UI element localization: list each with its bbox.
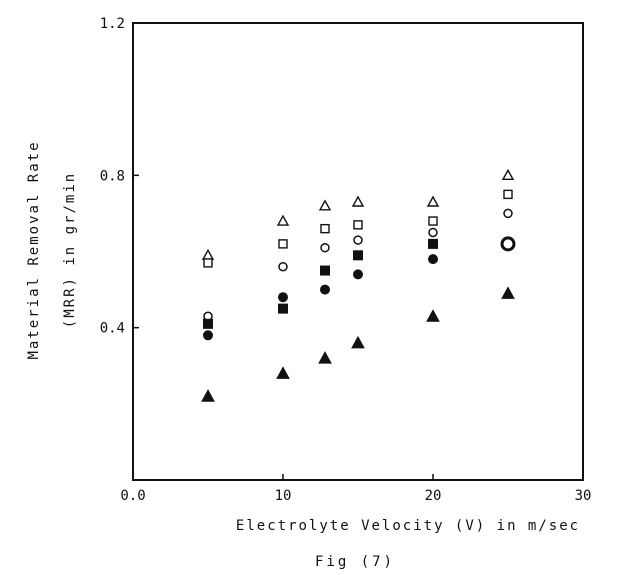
filled-circle-point	[320, 284, 330, 295]
open-triangle-point	[501, 168, 515, 181]
open-triangle-point	[318, 199, 332, 211]
open-square-point	[203, 258, 213, 268]
open-triangle-point	[351, 195, 365, 207]
x-tick-label: 20	[425, 488, 442, 504]
open-square-point	[353, 220, 363, 230]
y-axis-label-line2: (MRR) in gr/min	[62, 172, 78, 328]
filled-square-point	[353, 250, 363, 261]
filled-circle-point	[428, 254, 438, 265]
open-square-point	[278, 239, 288, 249]
open-circle-point	[278, 261, 288, 272]
y-tick-label: 0.8	[100, 168, 125, 184]
filled-square-point	[428, 238, 438, 249]
open-triangle-point	[201, 248, 215, 261]
filled-triangle-point	[501, 286, 515, 299]
x-tick-label: 10	[275, 488, 292, 504]
filled-circle-point	[278, 292, 288, 303]
open-square-point	[503, 189, 513, 200]
y-tick-label: 0.4	[100, 321, 125, 337]
x-tick-label: 0.0	[120, 488, 145, 504]
bold-open-circle-point	[500, 236, 516, 252]
filled-square-point	[320, 265, 330, 276]
open-triangle-point	[276, 214, 290, 226]
y-axis-label-line1: Material Removal Rate	[26, 140, 42, 359]
open-square-point	[320, 223, 330, 234]
filled-triangle-point	[351, 335, 365, 349]
filled-circle-point	[203, 330, 213, 341]
open-circle-point	[320, 242, 330, 253]
filled-triangle-point	[201, 389, 215, 402]
filled-triangle-point	[426, 309, 440, 322]
axis-ticks: 0.0 10 20 30 0.4 0.8 1.2	[100, 16, 592, 504]
filled-square-point	[203, 318, 213, 329]
filled-triangle-point	[318, 351, 332, 364]
open-square-point	[428, 216, 438, 226]
filled-circle-point	[353, 269, 363, 280]
filled-triangle-point	[276, 366, 290, 379]
open-circle-point	[353, 235, 363, 245]
open-circle-point	[503, 208, 513, 219]
data-points	[201, 168, 516, 402]
plot-frame	[132, 22, 584, 481]
x-tick-label: 30	[575, 488, 592, 504]
open-circle-point	[428, 227, 438, 238]
filled-square-point	[278, 303, 288, 314]
open-triangle-point	[426, 195, 440, 207]
plot-axes	[132, 22, 584, 481]
x-axis-label: Electrolyte Velocity (V) in m/sec	[236, 518, 580, 534]
y-tick-label: 1.2	[100, 16, 125, 32]
figure-caption: Fig (7)	[315, 554, 395, 570]
